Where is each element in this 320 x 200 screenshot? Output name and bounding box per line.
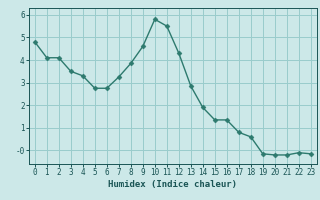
X-axis label: Humidex (Indice chaleur): Humidex (Indice chaleur) <box>108 180 237 189</box>
